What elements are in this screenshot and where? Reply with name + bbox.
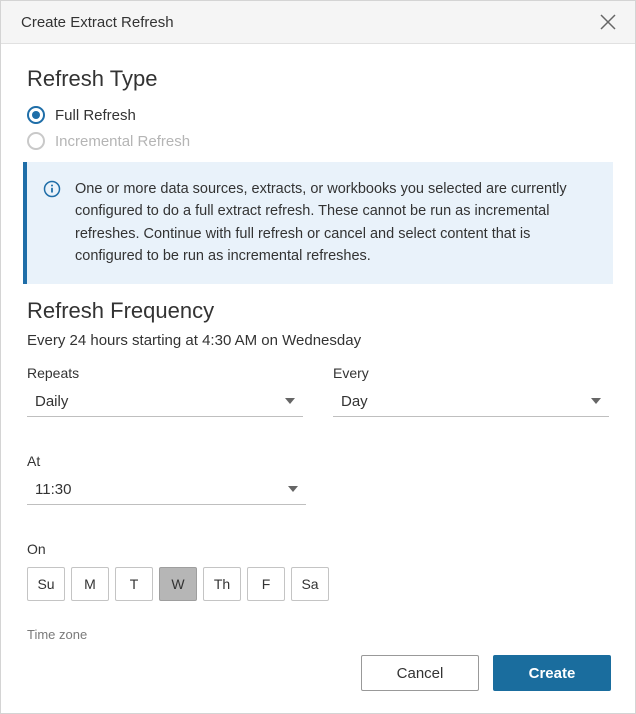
radio-full-refresh-label: Full Refresh — [55, 107, 136, 124]
every-label: Every — [333, 365, 609, 381]
repeats-label: Repeats — [27, 365, 303, 381]
create-extract-refresh-dialog: Create Extract Refresh Refresh Type Full… — [0, 0, 636, 714]
close-icon[interactable] — [599, 13, 617, 31]
chevron-down-icon — [285, 398, 295, 404]
info-icon — [43, 178, 61, 268]
radio-circle-icon — [27, 132, 45, 150]
dialog-body: Refresh Type Full Refresh Incremental Re… — [1, 44, 635, 639]
every-field: Every Day — [333, 365, 609, 417]
radio-incremental-refresh-label: Incremental Refresh — [55, 133, 190, 150]
at-value: 11:30 — [35, 481, 71, 498]
at-label: At — [27, 453, 306, 469]
frequency-summary: Every 24 hours starting at 4:30 AM on We… — [27, 332, 609, 349]
cancel-button[interactable]: Cancel — [361, 655, 479, 691]
form-row-at: At 11:30 — [27, 453, 609, 505]
day-of-week-group: SuMTWThFSa — [27, 567, 609, 601]
every-select[interactable]: Day — [333, 387, 609, 417]
radio-incremental-refresh: Incremental Refresh — [27, 132, 609, 150]
timezone-label: Time zone — [27, 627, 609, 639]
refresh-frequency-heading: Refresh Frequency — [27, 298, 609, 324]
refresh-type-radio-group: Full Refresh Incremental Refresh — [27, 106, 609, 150]
day-btn-f[interactable]: F — [247, 567, 285, 601]
day-btn-w[interactable]: W — [159, 567, 197, 601]
day-btn-th[interactable]: Th — [203, 567, 241, 601]
day-btn-m[interactable]: M — [71, 567, 109, 601]
chevron-down-icon — [591, 398, 601, 404]
every-value: Day — [341, 393, 368, 410]
create-button[interactable]: Create — [493, 655, 611, 691]
radio-circle-icon — [27, 106, 45, 124]
dialog-header: Create Extract Refresh — [1, 1, 635, 44]
refresh-type-heading: Refresh Type — [27, 66, 609, 92]
dialog-footer: Cancel Create — [1, 639, 635, 713]
repeats-select[interactable]: Daily — [27, 387, 303, 417]
at-field: At 11:30 — [27, 453, 306, 505]
repeats-value: Daily — [35, 393, 68, 410]
dialog-title: Create Extract Refresh — [21, 14, 174, 31]
info-banner: One or more data sources, extracts, or w… — [23, 162, 613, 284]
on-label: On — [27, 541, 609, 557]
day-btn-t[interactable]: T — [115, 567, 153, 601]
day-btn-sa[interactable]: Sa — [291, 567, 329, 601]
info-banner-text: One or more data sources, extracts, or w… — [75, 178, 595, 268]
radio-full-refresh[interactable]: Full Refresh — [27, 106, 609, 124]
chevron-down-icon — [288, 486, 298, 492]
repeats-field: Repeats Daily — [27, 365, 303, 417]
day-btn-su[interactable]: Su — [27, 567, 65, 601]
form-row-repeats-every: Repeats Daily Every Day — [27, 365, 609, 417]
at-select[interactable]: 11:30 — [27, 475, 306, 505]
